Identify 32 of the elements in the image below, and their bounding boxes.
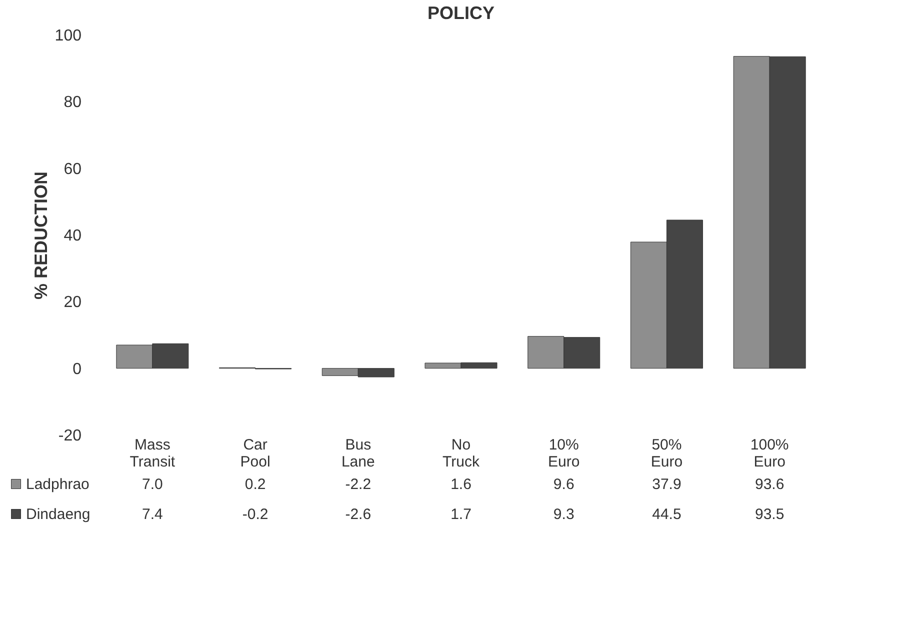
y-axis-title: % REDUCTION	[30, 171, 51, 300]
x-tick-label: Mass Transit	[130, 436, 176, 470]
y-tick-label: 40	[64, 228, 82, 244]
data-label: -0.2	[242, 506, 268, 523]
x-tick-label: 10% Euro	[548, 436, 580, 470]
data-label: 9.6	[553, 476, 574, 493]
data-label: 7.0	[142, 476, 163, 493]
data-label: 7.4	[142, 506, 163, 523]
chart-title: POLICY	[427, 3, 495, 23]
y-tick-label: 0	[72, 360, 82, 378]
legend-label: Ladphrao	[26, 476, 90, 493]
y-tick-label: -20	[58, 428, 82, 444]
x-tick-label: No Truck	[442, 436, 480, 470]
y-tick-label: 60	[64, 160, 82, 178]
legend-label: Dindaeng	[26, 506, 90, 523]
y-tick-label: 80	[64, 94, 82, 112]
data-label: 93.5	[754, 506, 784, 523]
x-tick-label: 100% Euro	[750, 436, 789, 470]
data-label: 1.6	[450, 476, 472, 493]
data-label: 9.3	[553, 506, 574, 523]
x-tick-label: Car Pool	[240, 436, 270, 470]
data-label: -2.6	[345, 506, 372, 523]
y-tick-label: 20	[64, 294, 82, 312]
data-label: 37.9	[652, 476, 682, 493]
data-label: 1.7	[450, 506, 472, 523]
data-label: 0.2	[244, 476, 266, 493]
x-tick-label: Bus Lane	[341, 436, 375, 470]
data-label: -2.2	[345, 476, 372, 493]
data-label: 44.5	[652, 506, 682, 523]
x-tick-label: 50% Euro	[650, 436, 683, 470]
data-label: 93.6	[754, 476, 784, 493]
y-tick-label: 100	[54, 28, 82, 44]
